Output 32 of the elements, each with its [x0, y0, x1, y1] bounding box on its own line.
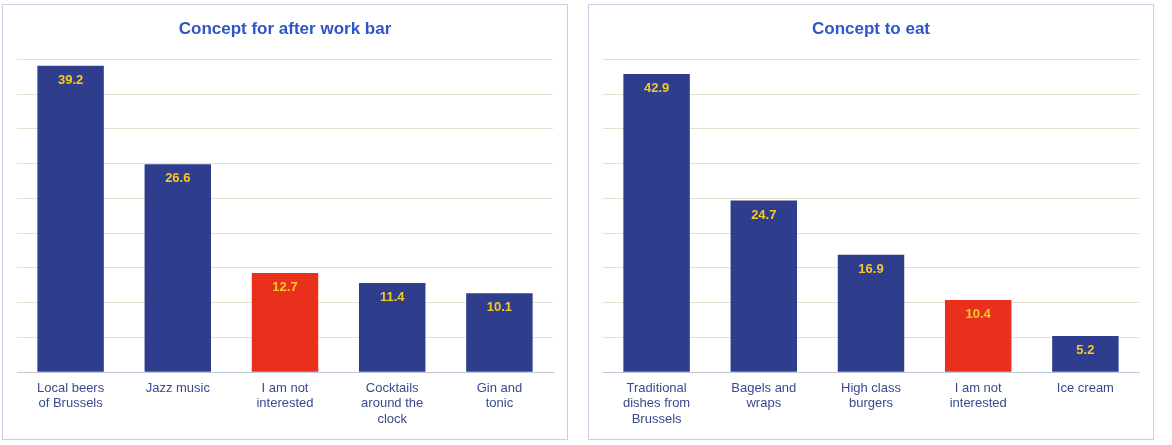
data-label: 10.1 [486, 299, 513, 315]
chart-title: Concept for after work bar [178, 18, 392, 38]
data-label: 16.9 [858, 260, 884, 276]
x-tick-label: Cocktails around the clock [361, 379, 424, 426]
x-tick-label: I am not interested [256, 379, 314, 411]
bar [251, 272, 319, 372]
bar [144, 164, 212, 372]
data-label: 42.9 [643, 80, 670, 96]
x-tick-label: Jazz music [145, 379, 211, 395]
data-label: 11.4 [379, 289, 406, 305]
x-tick-label: I am not interested [949, 379, 1007, 411]
x-tick-label: Gin and tonic [476, 379, 523, 411]
bar [1052, 336, 1119, 372]
bar [358, 283, 426, 372]
x-tick-label: Local beers of Brussels [36, 379, 105, 411]
bar [837, 254, 905, 372]
x-tick-label: Ice cream [1056, 379, 1114, 395]
data-label: 12.7 [272, 278, 298, 294]
x-tick-label: Bagels and wraps [731, 379, 797, 411]
data-label: 24.7 [751, 206, 777, 222]
bar [730, 200, 798, 372]
data-label: 39.2 [57, 71, 84, 87]
x-tick-label: Traditional dishes from Brussels [623, 379, 691, 426]
data-label: 10.4 [965, 305, 992, 321]
bar [37, 65, 104, 372]
data-label: 5.2 [1076, 342, 1095, 358]
bar [623, 74, 690, 372]
data-label: 26.6 [165, 170, 191, 186]
bar [944, 299, 1012, 372]
x-tick-label: High class burgers [841, 379, 902, 411]
chart-title: Concept to eat [811, 18, 931, 38]
bar [466, 293, 533, 372]
